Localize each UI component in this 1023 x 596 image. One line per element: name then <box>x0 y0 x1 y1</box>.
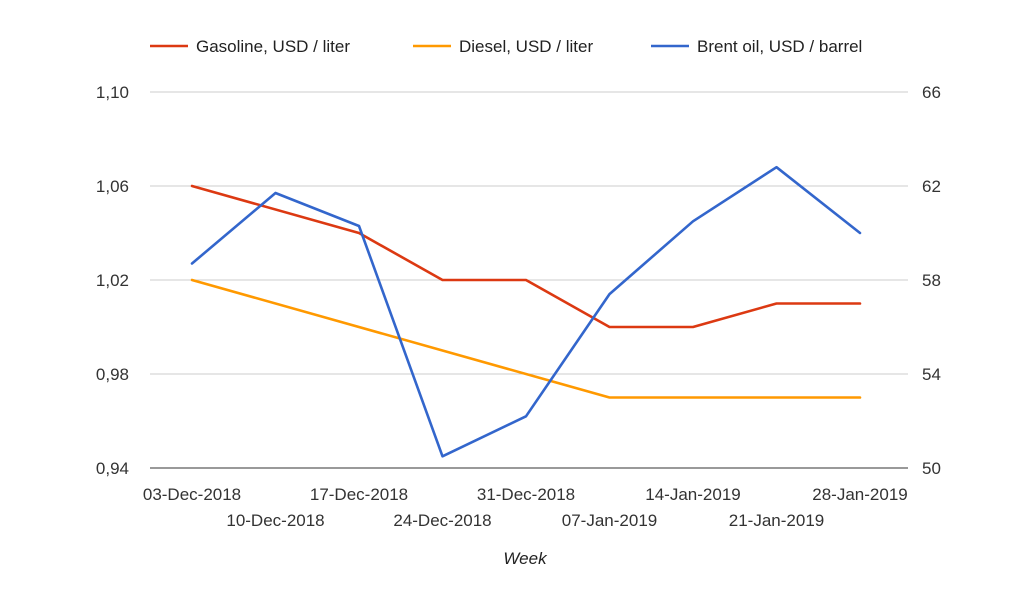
legend-label: Brent oil, USD / barrel <box>697 37 862 56</box>
x-tick-label: 14-Jan-2019 <box>645 485 740 504</box>
legend-label: Diesel, USD / liter <box>459 37 593 56</box>
y2-tick-label: 58 <box>922 271 941 290</box>
y-tick-label: 0,94 <box>96 459 129 478</box>
y-axis-right: 50 54 58 62 66 <box>922 83 941 478</box>
x-tick-label: 03-Dec-2018 <box>143 485 241 504</box>
x-tick-label: 28-Jan-2019 <box>812 485 907 504</box>
series-line-diesel <box>190 278 862 399</box>
y-tick-label: 1,06 <box>96 177 129 196</box>
x-axis-title: Week <box>503 549 548 568</box>
y-tick-label: 1,10 <box>96 83 129 102</box>
x-tick-label: 31-Dec-2018 <box>477 485 575 504</box>
x-tick-label: 17-Dec-2018 <box>310 485 408 504</box>
series-line-brent-oil <box>190 165 862 458</box>
series-line-gasoline <box>190 184 862 329</box>
legend: Gasoline, USD / liter Diesel, USD / liter… <box>150 37 862 56</box>
x-tick-label: 07-Jan-2019 <box>562 511 657 530</box>
x-tick-label: 24-Dec-2018 <box>393 511 491 530</box>
x-tick-label: 10-Dec-2018 <box>226 511 324 530</box>
x-axis: 03-Dec-2018 10-Dec-2018 17-Dec-2018 24-Dec-… <box>143 485 908 530</box>
legend-label: Gasoline, USD / liter <box>196 37 350 56</box>
y2-tick-label: 50 <box>922 459 941 478</box>
x-tick-label: 21-Jan-2019 <box>729 511 824 530</box>
y-axis-left: 0,94 0,98 1,02 1,06 1,10 <box>96 83 129 478</box>
y-tick-label: 0,98 <box>96 365 129 384</box>
y-tick-label: 1,02 <box>96 271 129 290</box>
y2-tick-label: 66 <box>922 83 941 102</box>
y2-tick-label: 62 <box>922 177 941 196</box>
y2-tick-label: 54 <box>922 365 941 384</box>
series-lines <box>190 165 862 458</box>
